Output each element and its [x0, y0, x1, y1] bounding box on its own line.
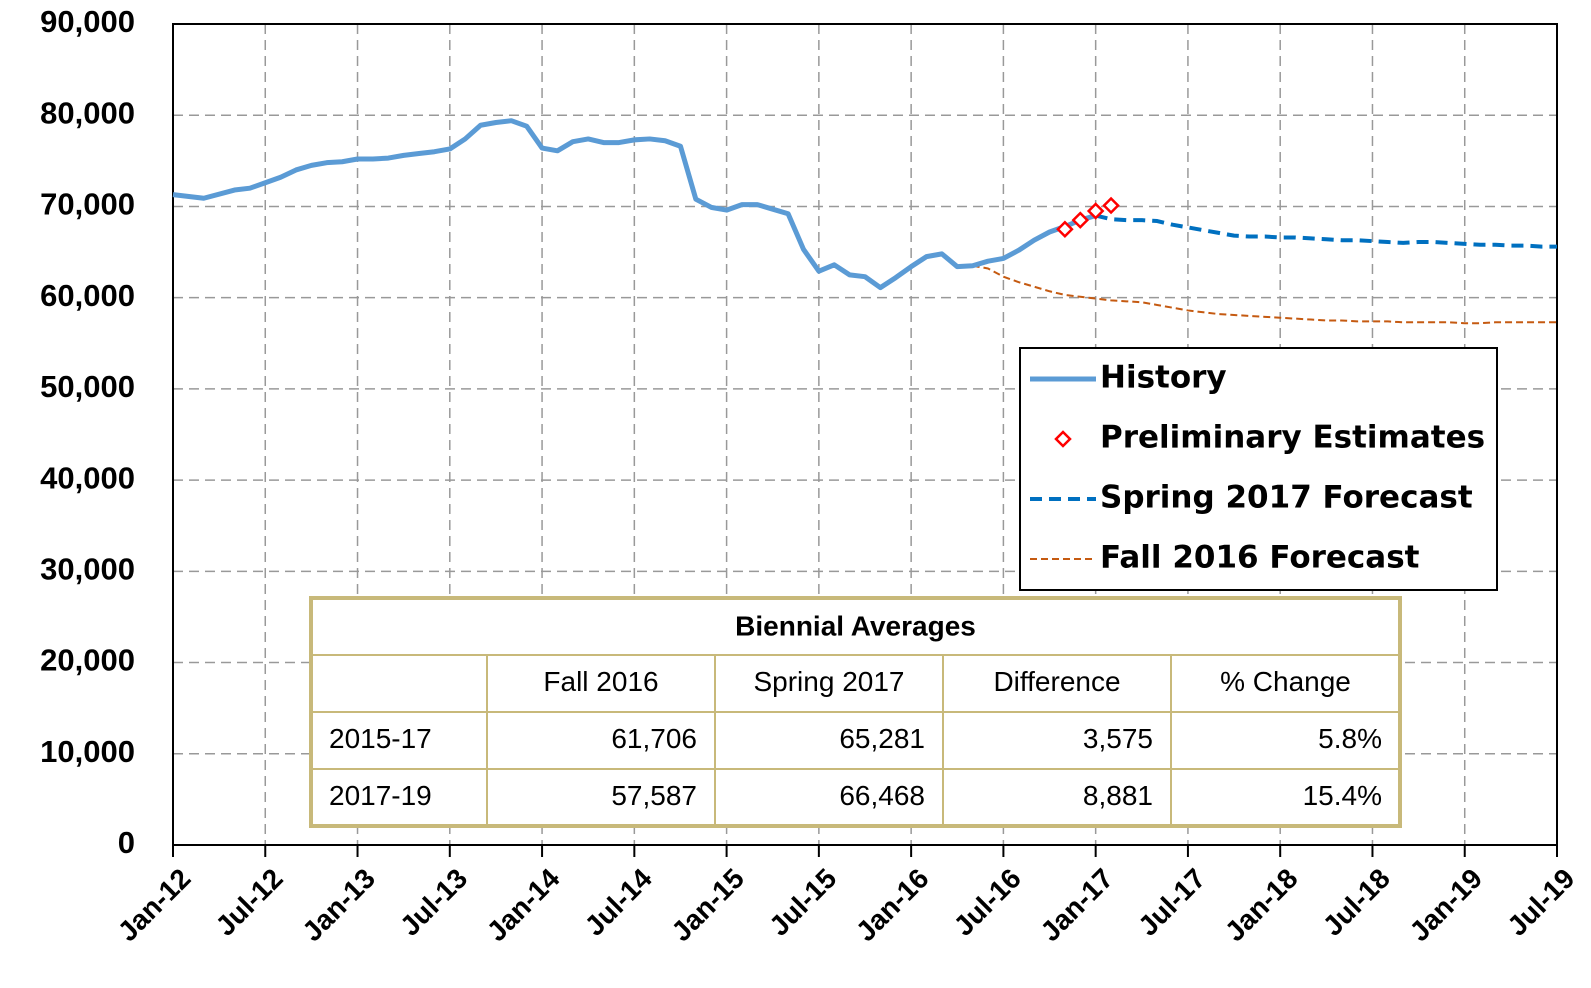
x-tick-label: Jan-17 [1034, 863, 1119, 948]
y-tick-label: 60,000 [40, 278, 135, 313]
table-header: Spring 2017 [753, 666, 904, 697]
table-cell: 2017-19 [329, 780, 432, 811]
table-cell: 5.8% [1318, 723, 1382, 754]
y-tick-label: 30,000 [40, 552, 135, 587]
table-cell: 57,587 [611, 780, 697, 811]
x-tick-label: Jul-14 [579, 862, 658, 941]
table-cell: 61,706 [611, 723, 697, 754]
table-cell: 66,468 [839, 780, 925, 811]
table-header: % Change [1220, 666, 1351, 697]
marker [1071, 211, 1090, 229]
legend-box [1019, 347, 1498, 591]
x-tick-label: Jul-19 [1501, 863, 1580, 942]
table-cell: 65,281 [839, 723, 925, 754]
y-tick-label: 50,000 [40, 369, 135, 404]
table-title: Biennial Averages [735, 610, 976, 641]
line-series [972, 264, 1557, 325]
plot-border [172, 23, 1558, 846]
line-series [172, 118, 1097, 291]
table-header: Fall 2016 [543, 666, 658, 697]
y-tick-label: 70,000 [40, 187, 135, 222]
x-tick-label: Jul-12 [210, 863, 289, 942]
y-tick-label: 90,000 [40, 4, 135, 39]
x-tick-label: Jan-13 [296, 863, 381, 948]
x-tick-label: Jul-18 [1317, 863, 1396, 942]
table-cell: 2015-17 [329, 723, 432, 754]
x-tick-label: Jan-18 [1219, 863, 1304, 948]
y-tick-label: 80,000 [40, 95, 135, 130]
table-cell: 3,575 [1083, 723, 1153, 754]
x-tick-label: Jan-14 [481, 862, 566, 947]
table-header: Difference [993, 666, 1120, 697]
marker [1054, 430, 1072, 448]
legend-label: Preliminary Estimates [1100, 420, 1485, 456]
x-tick-label: Jul-17 [1132, 863, 1211, 942]
x-tick-label: Jan-19 [1404, 863, 1489, 948]
marker [1086, 202, 1105, 220]
legend-label: Spring 2017 Forecast [1100, 480, 1473, 516]
x-tick-label: Jul-15 [763, 863, 842, 942]
legend-label: Fall 2016 Forecast [1100, 540, 1420, 576]
y-tick-label: 0 [118, 825, 135, 860]
line-series [1095, 213, 1557, 249]
x-tick-label: Jan-12 [112, 863, 197, 948]
y-tick-label: 40,000 [40, 460, 135, 495]
table-cell: 8,881 [1083, 780, 1153, 811]
marker [1102, 196, 1120, 215]
table-cell: 15.4% [1303, 780, 1382, 811]
y-tick-label: 20,000 [40, 643, 135, 678]
marker [1056, 220, 1074, 239]
x-tick-label: Jul-13 [394, 863, 473, 942]
x-tick-label: Jan-16 [850, 863, 935, 948]
legend-label: History [1100, 360, 1227, 396]
x-tick-label: Jan-15 [665, 863, 750, 948]
x-tick-label: Jul-16 [948, 863, 1027, 942]
y-tick-label: 10,000 [40, 734, 135, 769]
